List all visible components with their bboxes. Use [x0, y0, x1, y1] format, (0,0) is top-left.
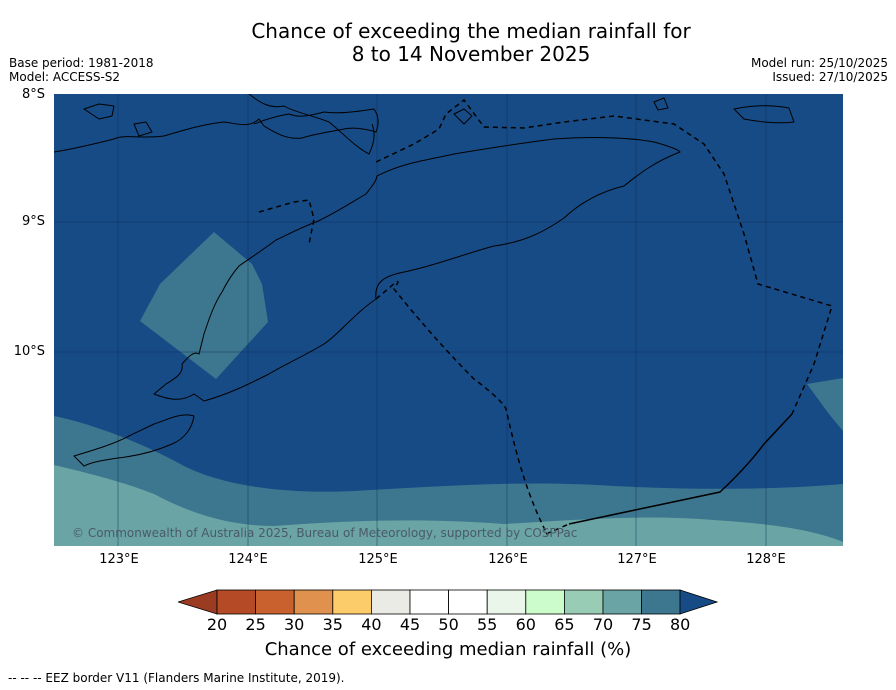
lon-label-126e: 126°E [488, 552, 528, 567]
colorbar-bin-75-80 [641, 589, 681, 615]
colorbar-tick-40: 40 [361, 615, 382, 634]
map-svg [54, 94, 843, 546]
colorbar-bin-20-25 [216, 589, 256, 615]
lon-label-124e: 124°E [228, 552, 268, 567]
colorbar-bin-40-45 [370, 589, 411, 615]
australia-timor-boundary [568, 413, 793, 525]
colorbar-bin-65-70 [563, 589, 604, 615]
alor-coast [248, 94, 375, 155]
eez-west-line [375, 280, 548, 535]
colorbar-bin-70-75 [602, 589, 642, 615]
lat-label-9s: 9°S [21, 214, 45, 229]
graticule [54, 94, 843, 546]
colorbar-bin-50-55 [448, 589, 488, 615]
rote-coast [73, 414, 195, 467]
colorbar-label: Chance of exceeding median rainfall (%) [264, 639, 632, 660]
colorbar-svg [176, 589, 719, 615]
islands-northwest [83, 103, 153, 137]
colorbar-bin-30-35 [293, 589, 334, 615]
colorbar-bin-55-60 [486, 589, 527, 615]
colorbar-tick-45: 45 [399, 615, 421, 634]
lon-label-125e: 125°E [358, 552, 398, 567]
eez-south-link [545, 523, 570, 535]
colorbar-tick-35: 35 [322, 615, 343, 634]
lon-label-123e: 123°E [99, 552, 139, 567]
colorbar-bin-35-40 [332, 589, 372, 615]
timor-coast [153, 137, 681, 402]
copyright-text: © Commonwealth of Australia 2025, Bureau… [72, 526, 578, 540]
colorbar-tick-20: 20 [206, 615, 228, 634]
islands-northeast [453, 97, 795, 125]
meta-right: Model run: 25/10/2025 Issued: 27/10/2025 [751, 56, 888, 84]
eez-east-line [375, 98, 833, 415]
colorbar-tick-75: 75 [631, 615, 652, 634]
eez-note: -- -- -- EEZ border V11 (Flanders Marine… [8, 671, 345, 685]
colorbar-over-arrow [679, 589, 719, 615]
colorbar-bin-25-30 [255, 589, 295, 615]
colorbar-bin-45-50 [409, 589, 449, 615]
lat-label-10s: 10°S [13, 344, 45, 359]
colorbar-tick-80: 80 [670, 615, 691, 634]
map-panel: © Commonwealth of Australia 2025, Bureau… [54, 94, 843, 546]
colorbar-bin-60-65 [525, 589, 565, 615]
meta-left: Base period: 1981-2018 Model: ACCESS-S2 [9, 56, 154, 84]
title-line-1: Chance of exceeding the median rainfall … [251, 19, 691, 43]
flores-coast [54, 108, 379, 153]
model-run: Model run: 25/10/2025 [750, 56, 888, 70]
model-name: Model: ACCESS-S2 [9, 70, 121, 84]
region-75-80-east [807, 378, 843, 431]
colorbar [176, 589, 719, 619]
colorbar-tick-65: 65 [554, 615, 575, 634]
colorbar-tick-50: 50 [438, 615, 459, 634]
issued-date: Issued: 27/10/2025 [772, 70, 888, 84]
region-75-80-west [140, 232, 268, 379]
colorbar-tick-25: 25 [245, 615, 266, 634]
colorbar-tick-30: 30 [284, 615, 305, 634]
region-75-80-south [54, 416, 843, 546]
map-title: Chance of exceeding the median rainfall … [0, 20, 896, 66]
region-70-75-south [54, 465, 843, 546]
colorbar-tick-60: 60 [515, 615, 536, 634]
title-line-2: 8 to 14 November 2025 [351, 42, 591, 66]
colorbar-tick-70: 70 [592, 615, 614, 634]
eez-border [258, 98, 833, 535]
lat-label-8s: 8°S [21, 87, 45, 102]
base-period: Base period: 1981-2018 [9, 56, 154, 70]
lon-label-128e: 128°E [746, 552, 786, 567]
coastlines [54, 94, 795, 467]
colorbar-bins [216, 589, 681, 615]
lon-label-127e: 127°E [617, 552, 657, 567]
colorbar-tick-55: 55 [477, 615, 498, 634]
colorbar-under-arrow [176, 589, 218, 615]
